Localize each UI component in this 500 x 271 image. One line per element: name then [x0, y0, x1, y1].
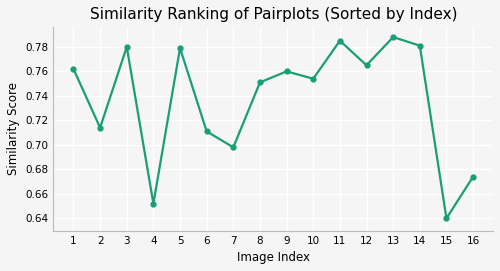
- Y-axis label: Similarity Score: Similarity Score: [7, 82, 20, 175]
- Title: Similarity Ranking of Pairplots (Sorted by Index): Similarity Ranking of Pairplots (Sorted …: [90, 7, 457, 22]
- X-axis label: Image Index: Image Index: [237, 251, 310, 264]
